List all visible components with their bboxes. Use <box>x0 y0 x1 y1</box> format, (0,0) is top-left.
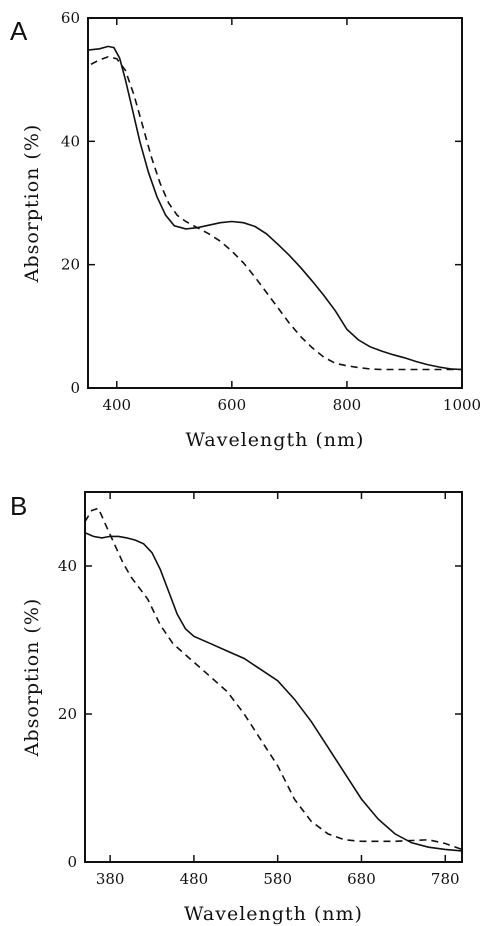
panel-b-series-solid-line <box>85 531 462 852</box>
panel-b-y-tick-label: 20 <box>58 705 77 723</box>
panel-a-y-axis-title: Absorption (%) <box>21 124 43 284</box>
panel-a-x-tick-label: 400 <box>102 396 131 414</box>
panel-b: B 380 480 580 680 780 0 20 40 Wavelength (nm) Abso… <box>10 491 463 925</box>
panel-a-y-tick-label: 20 <box>61 256 80 274</box>
panel-b-y-axis-title: Absorption (%) <box>21 598 43 758</box>
panel-a-y-tick-label: 60 <box>61 9 80 27</box>
panel-b-x-tick-label: 480 <box>180 870 209 888</box>
panel-b-y-tick-label: 0 <box>67 853 77 871</box>
panel-b-plot-frame <box>84 491 463 863</box>
panel-a-series-solid-line <box>88 45 462 371</box>
panel-a-x-axis-title: Wavelength (nm) <box>186 429 365 451</box>
panel-a-letter: A <box>10 16 28 46</box>
panel-b-x-tick-label: 780 <box>431 870 460 888</box>
panel-a-y-tick-label: 40 <box>61 132 80 150</box>
panel-b-letter: B <box>10 491 27 521</box>
panel-b-x-tick-label: 380 <box>96 870 125 888</box>
panel-b-x-tick-label: 580 <box>263 870 292 888</box>
panel-a-plot-frame <box>87 17 463 389</box>
panel-a-series-dashed-line <box>90 55 462 371</box>
panel-a: A 400 600 800 1000 0 20 40 60 Wavelength (nm) Abso… <box>10 9 480 451</box>
panel-a-y-tick-label: 0 <box>70 379 80 397</box>
panel-b-series-dashed-line <box>85 507 462 851</box>
panel-b-y-tick-label: 40 <box>58 557 77 575</box>
panel-b-x-tick-label: 680 <box>347 870 376 888</box>
panel-a-x-tick-label: 600 <box>218 396 247 414</box>
panel-b-x-axis-title: Wavelength (nm) <box>184 903 363 925</box>
panel-a-x-tick-label: 1000 <box>443 396 480 414</box>
panel-a-x-tick-label: 800 <box>333 396 362 414</box>
